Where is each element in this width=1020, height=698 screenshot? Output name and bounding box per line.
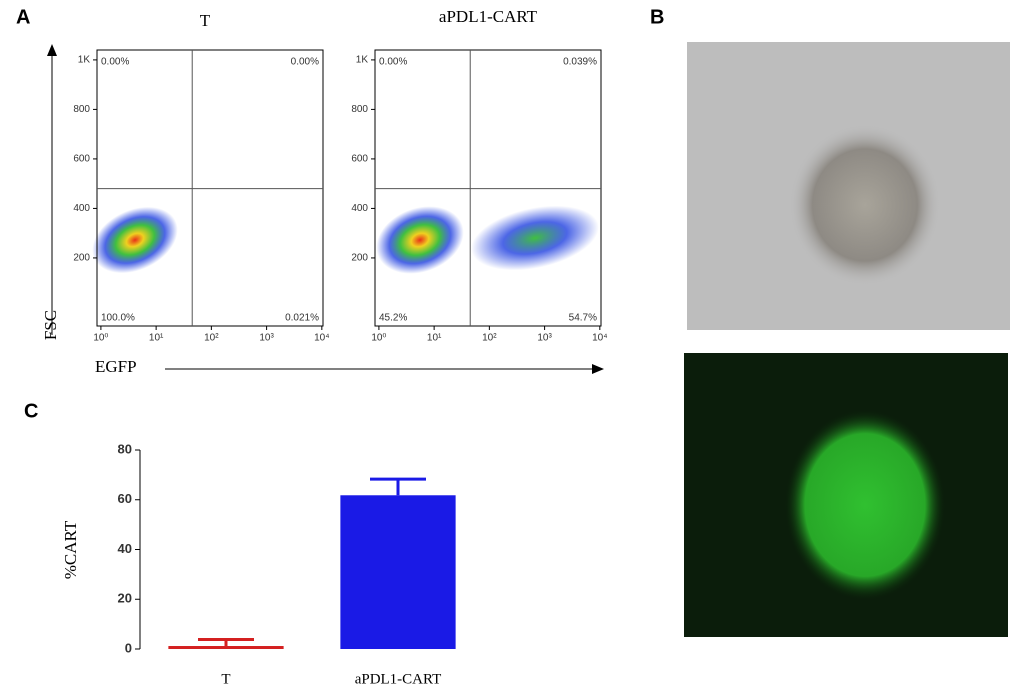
cell-cluster [790, 125, 940, 285]
quadrant-label: 54.7% [569, 313, 597, 324]
quadrant-label: 45.2% [379, 313, 407, 324]
density-cloud [471, 205, 599, 271]
panel-label: A [16, 6, 30, 28]
y-axis-label: FSC [41, 310, 60, 340]
arrow-head [47, 44, 57, 56]
y-tick-label: 800 [351, 104, 368, 115]
y-tick-label: 400 [351, 203, 368, 214]
arrow-head [592, 364, 604, 374]
x-tick-label: 10⁴ [592, 333, 607, 344]
x-axis-label: EGFP [95, 357, 137, 376]
x-tick-label: 10² [204, 333, 219, 344]
x-tick-label: aPDL1-CART [355, 671, 442, 687]
y-tick-label: 600 [351, 154, 368, 165]
y-tick-label: 200 [73, 253, 90, 264]
bar [340, 495, 456, 649]
x-tick-label: T [221, 671, 230, 687]
density-cloud [376, 206, 464, 274]
quadrant-label: 0.00% [379, 57, 407, 68]
quadrant-label: 100.0% [101, 313, 135, 324]
panel-label: C [24, 400, 38, 422]
panel-label: B [650, 6, 664, 28]
y-tick-label: 40 [118, 541, 132, 556]
x-tick-label: 10¹ [427, 333, 442, 344]
y-tick-label: 1K [356, 55, 369, 66]
x-tick-label: 10⁴ [314, 333, 329, 344]
x-tick-label: 10¹ [149, 333, 164, 344]
y-tick-label: 0 [125, 640, 132, 655]
y-tick-label: 80 [118, 441, 132, 456]
density-cloud [92, 206, 178, 274]
bar [168, 646, 284, 649]
y-tick-label: 20 [118, 591, 132, 606]
cell-cluster [785, 410, 945, 600]
x-tick-label: 10² [482, 333, 497, 344]
quadrant-label: 0.00% [101, 57, 129, 68]
quadrant-label: 0.00% [291, 57, 319, 68]
plot-title: aPDL1-CART [439, 7, 538, 26]
x-tick-label: 10⁰ [93, 333, 108, 344]
y-tick-label: 800 [73, 104, 90, 115]
y-tick-label: 600 [73, 154, 90, 165]
quadrant-label: 0.021% [285, 313, 319, 324]
plot-frame [374, 49, 602, 327]
y-tick-label: 200 [351, 253, 368, 264]
y-tick-label: 60 [118, 491, 132, 506]
x-tick-label: 10⁰ [371, 333, 386, 344]
quadrant-label: 0.039% [563, 57, 597, 68]
plot-frame [96, 49, 324, 327]
x-tick-label: 10³ [537, 333, 552, 344]
y-axis-label: %CART [61, 520, 80, 579]
y-tick-label: 400 [73, 203, 90, 214]
y-tick-label: 1K [78, 55, 91, 66]
plot-title: T [200, 11, 211, 30]
x-tick-label: 10³ [259, 333, 274, 344]
